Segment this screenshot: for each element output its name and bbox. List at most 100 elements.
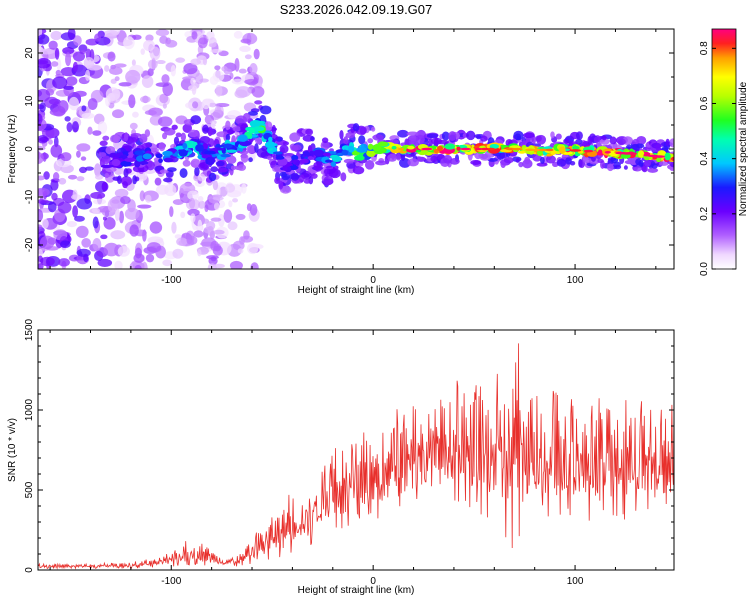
spectrogram-noise-blob: [38, 88, 51, 102]
spectrogram-halo-blob: [597, 158, 604, 164]
colorbar-tick-label: 0.6: [699, 96, 710, 110]
spectrogram-noise-blob: [68, 96, 80, 111]
spectrogram-xtick-label: 0: [370, 275, 376, 286]
spectrogram-halo-blob: [274, 164, 285, 173]
spectrogram-halo-blob: [448, 131, 457, 142]
spectrogram-ridge-blob: [253, 126, 265, 132]
spectrogram-noise-blob: [57, 201, 72, 214]
spectrogram-halo-blob: [215, 160, 225, 167]
spectrogram-ridge-blob: [204, 150, 216, 155]
spectrogram-noise-blob: [213, 202, 220, 211]
spectrogram-noise-blob: [169, 206, 174, 218]
spectrogram-halo-blob: [606, 163, 614, 172]
spectrogram-ytick-label: 20: [24, 47, 35, 59]
colorbar-tick-label: 0.4: [699, 151, 710, 165]
spectrogram-ridge-blob: [348, 145, 355, 153]
spectrogram-ridge-blob: [182, 142, 188, 149]
spectrogram-noise-blob: [74, 90, 87, 97]
spectrogram-noise-blob: [223, 68, 233, 75]
spectrogram-noise-blob: [60, 152, 72, 162]
spectrogram-noise-blob: [202, 99, 211, 110]
spectrogram-halo-blob: [555, 133, 562, 140]
spectrogram-halo-blob: [182, 123, 192, 133]
spectrogram-noise-blob: [48, 139, 53, 145]
spectrogram-noise-blob: [212, 196, 224, 201]
spectrogram-noise-blob: [191, 31, 198, 40]
spectrogram-halo-blob: [518, 161, 524, 168]
spectrogram-ridge-blob: [372, 144, 381, 152]
snr-xlabel: Height of straight line (km): [298, 585, 415, 596]
spectrogram-ridge-blob: [268, 136, 273, 142]
spectrogram-halo-blob: [120, 178, 131, 183]
spectrogram-halo-blob: [345, 132, 356, 139]
spectrogram-ridge-blob: [134, 150, 144, 156]
spectrogram-noise-blob: [39, 256, 55, 267]
spectrogram-noise-blob: [131, 34, 142, 40]
spectrogram-halo-blob: [240, 153, 249, 163]
spectrogram-noise-blob: [128, 94, 136, 109]
spectrogram-noise-blob: [75, 225, 89, 239]
spectrogram-halo-blob: [320, 140, 330, 151]
spectrogram-ridge-blob: [572, 146, 580, 150]
spectrogram-halo-blob: [352, 123, 360, 132]
spectrogram-halo-blob: [225, 133, 231, 141]
spectrogram-halo-blob: [415, 134, 425, 145]
spectrogram-noise-blob: [38, 208, 44, 223]
spectrogram-noise-blob: [161, 74, 170, 84]
spectrogram-halo-blob: [194, 166, 200, 177]
spectrogram-halo-blob: [132, 175, 137, 185]
colorbar-gradient: [711, 28, 737, 270]
spectrogram-halo-blob: [522, 132, 535, 139]
spectrogram-noise-blob: [137, 204, 152, 209]
spectrogram-noise-blob: [59, 240, 71, 248]
spectrogram-noise-blob: [233, 30, 243, 39]
spectrogram-noise-blob: [206, 220, 216, 231]
spectrogram-noise-blob: [238, 68, 247, 74]
spectrogram-noise-blob: [129, 224, 139, 237]
spectrogram-halo-blob: [565, 157, 572, 165]
spectrogram-halo-blob: [190, 158, 201, 169]
spectrogram-noise-blob: [87, 98, 98, 110]
spectrogram-ridge-blob: [366, 149, 376, 157]
spectrogram-noise-blob: [132, 111, 139, 118]
spectrogram-ridge-blob: [391, 145, 397, 150]
spectrogram-halo-blob: [513, 130, 524, 141]
spectrogram-noise-blob: [237, 248, 244, 254]
spectrogram-ridge-blob: [341, 149, 349, 156]
spectrogram-ridge-blob: [437, 145, 444, 152]
spectrogram-noise-blob: [213, 229, 225, 235]
spectrogram-halo-blob: [265, 121, 273, 132]
spectrogram-noise-blob: [72, 205, 79, 218]
spectrogram-noise-blob: [51, 192, 58, 201]
spectrogram-noise-blob: [235, 213, 246, 221]
spectrogram-noise-blob: [64, 116, 71, 122]
spectrogram-halo-blob: [101, 155, 111, 165]
spectrogram-ridge-blob: [289, 165, 298, 170]
spectrogram-halo-blob: [130, 132, 142, 138]
spectrogram-noise-blob: [92, 130, 102, 136]
spectrogram-noise-blob: [92, 216, 99, 229]
spectrogram-halo-blob: [154, 177, 162, 186]
spectrogram-halo-blob: [310, 136, 315, 142]
spectrogram-noise-blob: [76, 198, 93, 210]
spectrogram-noise-blob: [208, 102, 217, 108]
spectrogram-halo-blob: [278, 180, 284, 190]
spectrogram-halo-blob: [609, 136, 617, 145]
spectrogram-ridge-blob: [331, 155, 342, 162]
spectrogram-marks: [38, 29, 674, 269]
spectrogram-halo-blob: [647, 167, 659, 173]
spectrogram-noise-blob: [139, 190, 146, 202]
spectrogram-halo-blob: [279, 144, 289, 154]
spectrogram-noise-blob: [49, 108, 66, 116]
spectrogram-halo-blob: [267, 155, 272, 161]
spectrogram-noise-blob: [155, 60, 166, 65]
spectrogram-halo-blob: [164, 127, 176, 136]
spectrogram-ridge-blob: [354, 155, 365, 161]
colorbar: 0.0 0.2 0.4 0.6 0.8 Normalized spectral ampl…: [699, 28, 749, 276]
spectrogram-peak-blob: [487, 147, 496, 151]
spectrogram-halo-blob: [404, 138, 410, 147]
spectrogram-noise-blob: [210, 256, 217, 262]
spectrogram-ridge-blob: [124, 157, 137, 162]
spectrogram-noise-blob: [239, 45, 251, 53]
spectrogram-noise-blob: [91, 207, 100, 214]
